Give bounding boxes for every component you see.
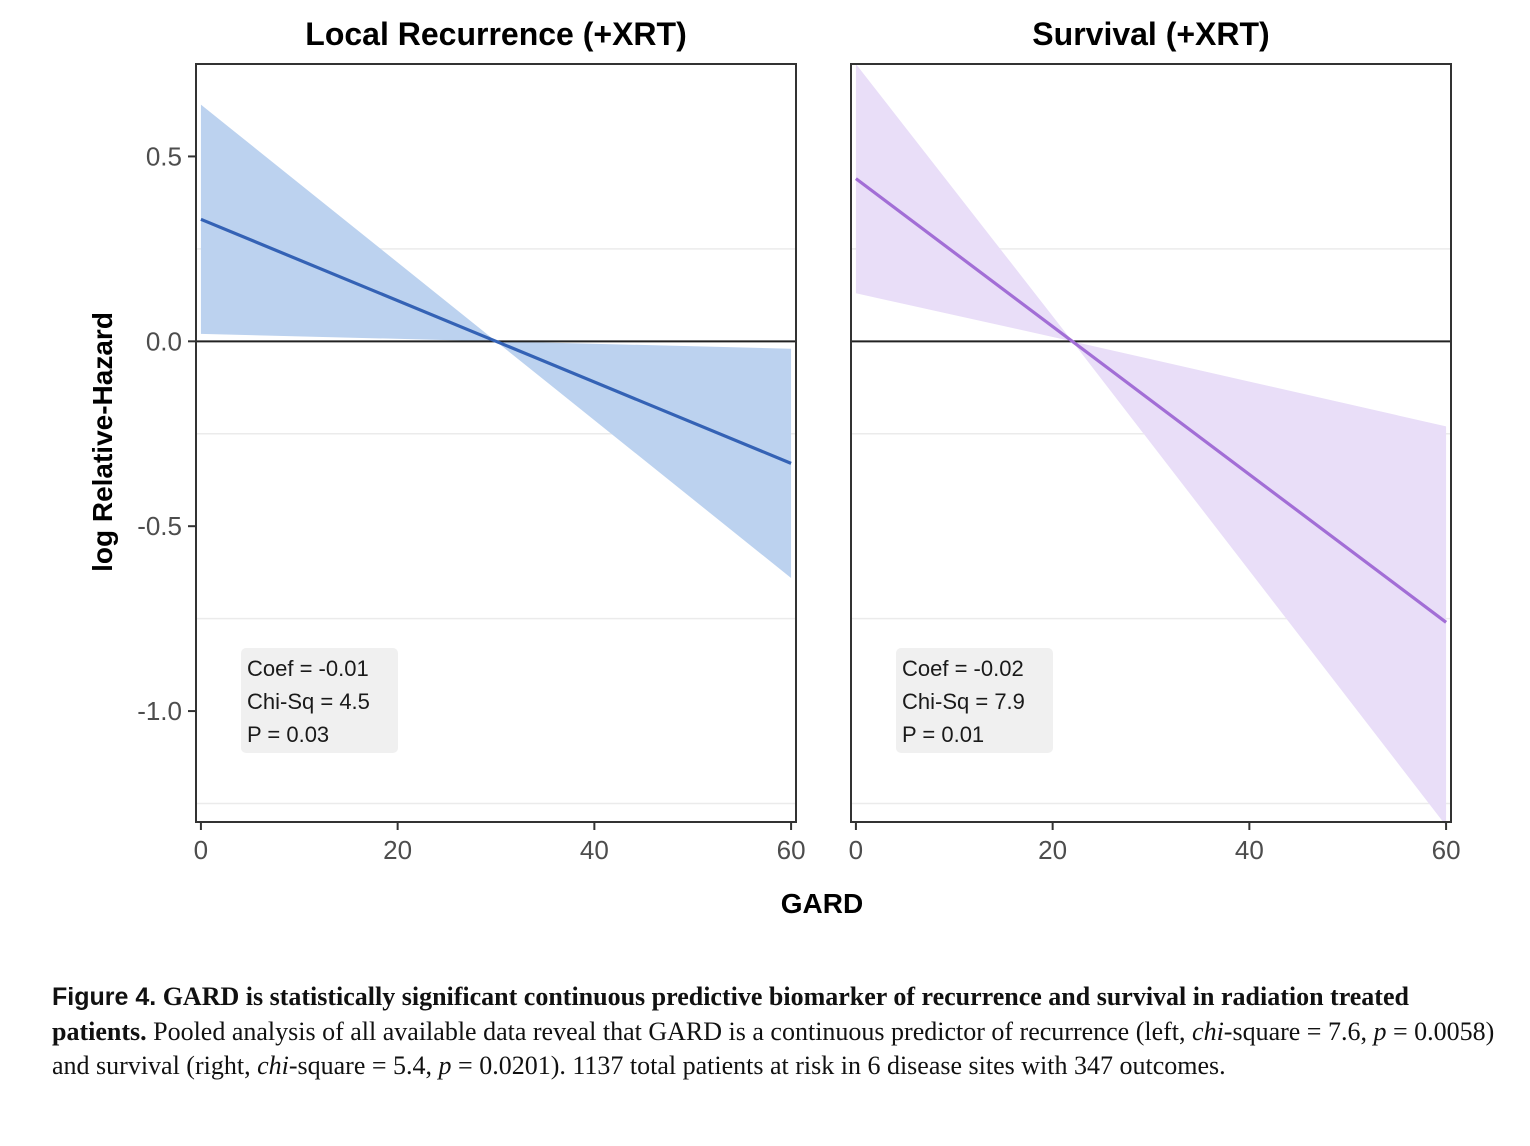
figure: Local Recurrence (+XRT) 0 20 40 60 0.5 0.0 -0.5… — [87, 16, 1461, 919]
caption-chi-2: chi — [257, 1051, 289, 1080]
confidence-band — [855, 64, 1447, 826]
y-axis-title: log Relative-Hazard — [87, 312, 118, 572]
caption-p-2: p — [438, 1051, 452, 1080]
panel-title: Local Recurrence (+XRT) — [305, 16, 686, 52]
y-tick-label: -0.5 — [137, 511, 182, 541]
x-tick-label: 40 — [1235, 835, 1264, 865]
stats-annotation-line: Chi-Sq = 4.5 — [247, 689, 370, 714]
x-tick-label: 60 — [1432, 835, 1461, 865]
stats-annotation-box — [896, 648, 1053, 753]
caption-label: Figure 4. — [52, 983, 157, 1011]
chart-svg: Local Recurrence (+XRT) 0 20 40 60 0.5 0.0 -0.5… — [87, 16, 1461, 919]
x-tick-label: 20 — [383, 835, 412, 865]
y-tick-label: 0.5 — [146, 141, 182, 171]
caption-body-5: = 0.0201). 1137 total patients at risk i… — [451, 1051, 1226, 1080]
caption-body-4: -square = 5.4, — [288, 1051, 439, 1080]
stats-annotation-box — [241, 648, 398, 753]
x-tick-label: 0 — [849, 835, 863, 865]
caption-body-3: = 0.0058) and survival (right, — [52, 1016, 1495, 1081]
panels-layer: Local Recurrence (+XRT) 0 20 40 60 0.5 0.0 -0.5… — [137, 16, 1460, 865]
x-tick-label: 20 — [1038, 835, 1067, 865]
stats-annotation-line: P = 0.03 — [247, 722, 329, 747]
caption-title: GARD is statistically significant contin… — [52, 982, 1409, 1046]
stats-annotation-line: Chi-Sq = 7.9 — [902, 689, 1025, 714]
panel-border — [195, 63, 797, 823]
figure-caption: Figure 4. GARD is statistically signific… — [52, 980, 1502, 1084]
x-tick-label: 40 — [580, 835, 609, 865]
y-tick-label: -1.0 — [137, 696, 182, 726]
stats-annotation-line: Coef = -0.01 — [247, 656, 369, 681]
caption-p-1: p — [1373, 1016, 1387, 1046]
x-tick-label: 60 — [777, 835, 806, 865]
panel-1: Local Recurrence (+XRT) 0 20 40 60 0.5 0.0 -0.5… — [137, 16, 805, 865]
y-tick-label: 0.0 — [146, 326, 182, 356]
x-axis-title: GARD — [781, 888, 863, 919]
stats-annotation-line: P = 0.01 — [902, 722, 984, 747]
panel-2: Survival (+XRT) 0 20 40 60 Coef = -0.02 Chi-Sq… — [849, 16, 1461, 865]
caption-chi-1: chi — [1192, 1016, 1224, 1046]
panel-title: Survival (+XRT) — [1032, 16, 1269, 52]
panel-border — [850, 63, 1452, 823]
fit-line — [200, 217, 792, 465]
caption-body-1: Pooled analysis of all available data re… — [146, 1016, 1193, 1046]
fit-line — [854, 177, 1448, 624]
caption-body-2: -square = 7.6, — [1223, 1016, 1374, 1046]
stats-annotation-line: Coef = -0.02 — [902, 656, 1024, 681]
x-tick-label: 0 — [194, 835, 208, 865]
